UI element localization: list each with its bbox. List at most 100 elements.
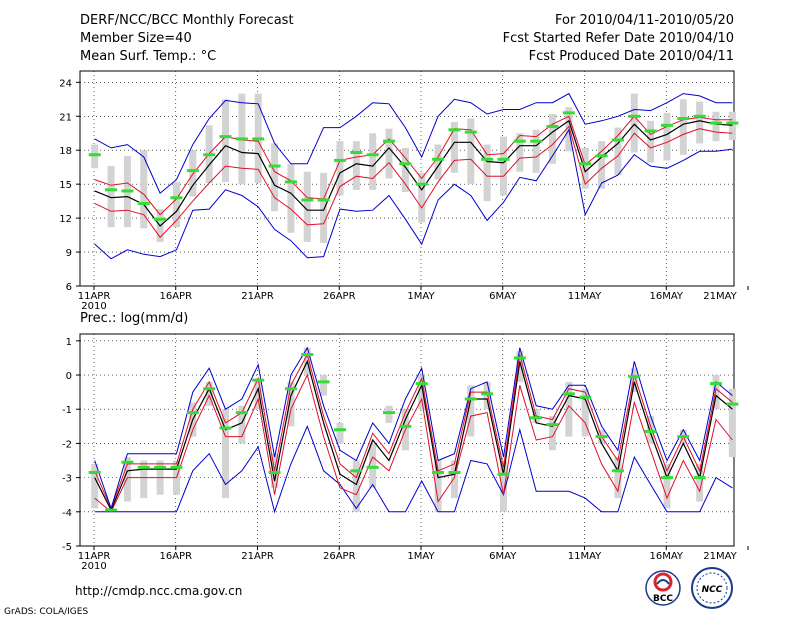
series-line-p25 [94, 125, 733, 239]
ensemble-spread-box [287, 163, 295, 233]
observed-mark [333, 428, 346, 432]
observed-mark [448, 128, 461, 132]
ensemble-spread-box [91, 463, 99, 509]
observed-mark [579, 395, 592, 399]
ensemble-spread-box [499, 460, 507, 512]
observed-mark [546, 423, 559, 427]
observed-mark [497, 472, 510, 476]
observed-mark [383, 139, 396, 143]
observed-mark [481, 157, 494, 161]
observed-mark [562, 111, 575, 115]
observed-mark [432, 157, 445, 161]
observed-mark [219, 135, 232, 139]
observed-mark [530, 139, 543, 143]
observed-mark [628, 114, 641, 118]
x-tick-label: 21APR [241, 551, 274, 562]
ensemble-spread-box [614, 127, 622, 176]
observed-mark [595, 435, 608, 439]
ensemble-spread-box [320, 172, 328, 243]
ensemble-spread-box [222, 99, 230, 182]
x-tick-label: 6MAY [489, 551, 517, 562]
series-line-min [94, 424, 733, 514]
y-tick-label: 15 [59, 180, 72, 191]
observed-mark [366, 153, 379, 157]
ensemble-spread-box [418, 172, 426, 223]
title-line-2: Member Size=40 [80, 31, 192, 46]
y-tick-label: -2 [62, 439, 72, 450]
observed-mark [726, 121, 739, 125]
bcc-logo-text: BCC [653, 594, 673, 604]
x-tick-label: 11APR [78, 291, 111, 302]
ensemble-spread-box [696, 101, 704, 144]
observed-mark [383, 411, 396, 415]
observed-mark [252, 137, 265, 141]
y-tick-label: -5 [62, 542, 72, 553]
observed-mark [677, 117, 690, 121]
observed-mark [284, 180, 297, 184]
ensemble-spread-box [172, 181, 180, 228]
forecast-period-label: For 2010/04/11-2010/05/20 [555, 13, 734, 28]
observed-mark [530, 416, 543, 420]
x-tick-label: 11MAY [568, 551, 602, 562]
precip-panel-title: Prec.: log(mm/d) [80, 311, 188, 326]
observed-mark [203, 387, 216, 391]
ensemble-spread-box [352, 141, 360, 190]
observed-mark [284, 387, 297, 391]
observed-mark [317, 198, 330, 202]
produced-date-label: Fcst Produced Date 2010/04/11 [529, 49, 734, 64]
ensemble-spread-box [205, 381, 213, 406]
ensemble-spread-box [467, 385, 475, 437]
ensemble-spread-box [663, 463, 671, 509]
observed-mark [644, 129, 657, 133]
x-tick-label: 21APR [241, 291, 274, 302]
ensemble-spread-box [140, 460, 148, 499]
observed-mark [399, 162, 412, 166]
ensemble-spread-box [303, 171, 311, 242]
series-line-median [94, 119, 733, 227]
observed-mark [628, 375, 641, 379]
observed-mark [726, 402, 739, 406]
observed-mark [693, 114, 706, 118]
ensemble-spread-box [336, 141, 344, 196]
ensemble-spread-box [434, 144, 442, 180]
ensemble-spread-box [663, 112, 671, 161]
y-tick-label: 0 [66, 371, 72, 382]
observed-mark [660, 476, 673, 480]
series-line-p75 [94, 353, 733, 510]
y-tick-label: 18 [59, 146, 72, 157]
observed-mark [317, 380, 330, 384]
x-tick-label: 21MAY [703, 551, 737, 562]
ensemble-spread-box [401, 147, 409, 193]
observed-mark [562, 392, 575, 396]
ensemble-spread-box [499, 136, 507, 196]
y-tick-label: 12 [59, 214, 72, 225]
ensemble-spread-box [238, 405, 246, 444]
ensemble-spread-box [516, 351, 524, 382]
observed-mark [154, 465, 167, 469]
y-tick-label: 6 [66, 282, 72, 293]
observed-mark [105, 188, 118, 192]
series-line-median [94, 359, 733, 512]
ensemble-spread-box [467, 118, 475, 185]
ensemble-spread-box [696, 463, 704, 502]
y-tick-label: -1 [62, 405, 72, 416]
observed-mark [481, 392, 494, 396]
observed-mark [399, 424, 412, 428]
ncc-logo-text: NCC [702, 585, 723, 595]
x-tick-sublabel: 2010 [81, 301, 106, 312]
ensemble-spread-box [385, 405, 393, 423]
observed-mark [448, 470, 461, 474]
x-tick-label: 11MAY [568, 291, 602, 302]
observed-mark [252, 378, 265, 382]
ensemble-spread-box [712, 375, 720, 410]
x-tick-label: 16APR [159, 291, 192, 302]
ensemble-spread-box [369, 443, 377, 488]
grads-credit: GrADS: COLA/IGES [4, 607, 88, 617]
observed-mark [186, 411, 199, 415]
observed-mark [186, 169, 199, 173]
series-line-p75 [94, 115, 733, 216]
observed-mark [611, 469, 624, 473]
y-tick-label: 9 [66, 248, 72, 259]
observed-mark [644, 429, 657, 433]
observed-mark [301, 198, 314, 202]
